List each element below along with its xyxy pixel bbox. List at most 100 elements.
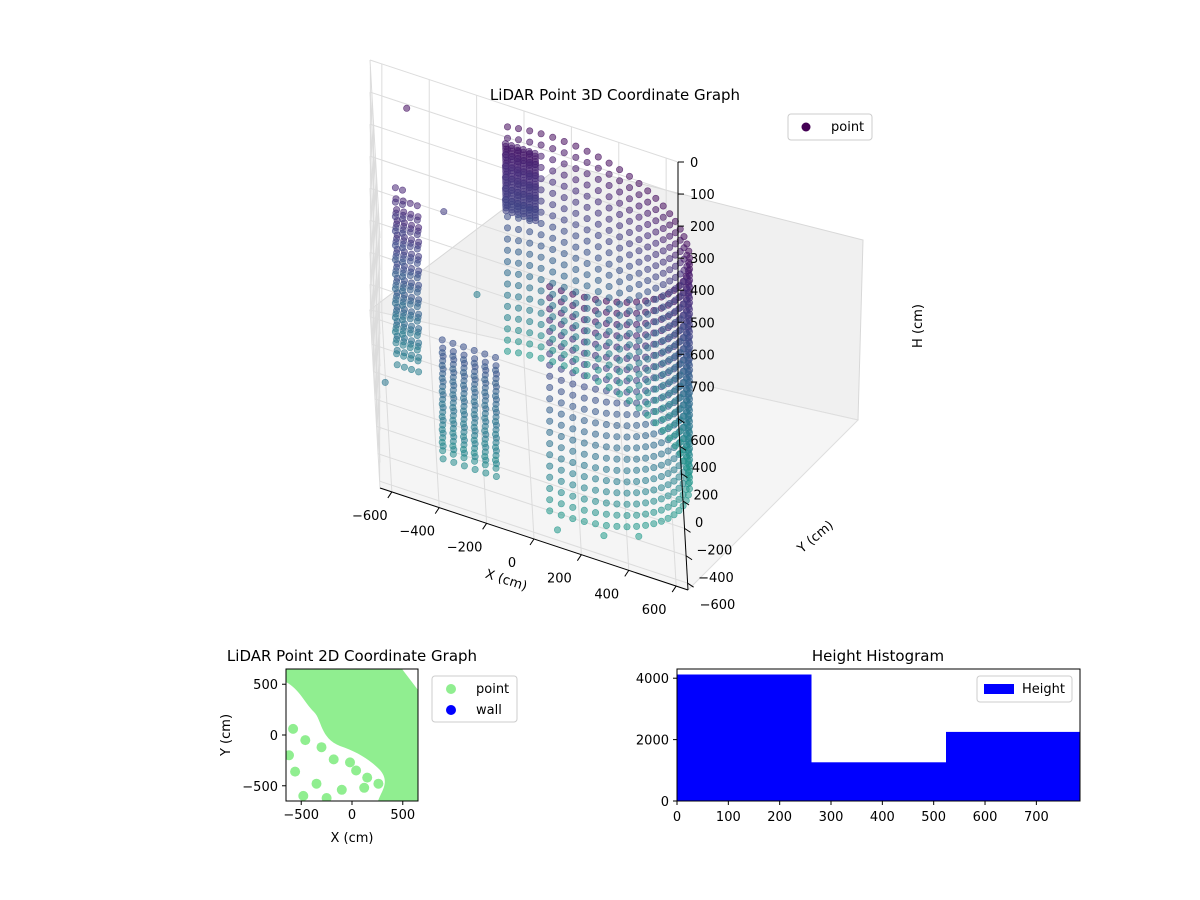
- point-3d: [625, 352, 633, 360]
- point-3d: [675, 495, 683, 503]
- point-3d: [652, 307, 660, 315]
- point-3d: [644, 198, 652, 206]
- point-3d: [560, 216, 568, 224]
- point-3d: [557, 410, 565, 418]
- point-3d: [580, 428, 588, 436]
- point-3d: [642, 465, 650, 473]
- point-3d: [602, 398, 610, 406]
- point-3d: [572, 209, 580, 217]
- point-3d: [652, 295, 660, 303]
- point-3d: [583, 372, 591, 380]
- point-3d: [666, 400, 674, 408]
- point-3d: [503, 347, 511, 355]
- point-3d: [549, 346, 557, 354]
- point-3d: [526, 250, 534, 258]
- point-3d: [666, 232, 674, 240]
- point-3d: [613, 511, 621, 519]
- point-3d: [664, 503, 672, 511]
- point-3d: [398, 244, 406, 252]
- point-3d: [473, 290, 481, 298]
- point-3d: [391, 270, 399, 278]
- chart-3d-title: LiDAR Point 3D Coordinate Graph: [490, 86, 740, 104]
- point-3d: [398, 301, 406, 309]
- point-3d: [569, 391, 577, 399]
- point-3d: [591, 396, 599, 404]
- point-3d: [633, 410, 641, 418]
- point-3d: [605, 327, 613, 335]
- point-3d: [676, 405, 684, 413]
- point-3d: [537, 354, 545, 362]
- point-3d: [591, 464, 599, 472]
- point-3d: [537, 253, 545, 261]
- point-3d: [557, 466, 565, 474]
- point-3d: [583, 259, 591, 267]
- point-3d: [407, 355, 415, 363]
- point-3d: [616, 289, 624, 297]
- point-3d: [613, 478, 621, 486]
- point-3d: [633, 500, 641, 508]
- point-3d: [616, 345, 624, 353]
- point-3d: [514, 125, 522, 133]
- point-3d: [481, 401, 489, 409]
- point-3d: [492, 472, 500, 480]
- point-3d: [526, 273, 534, 281]
- point-3d: [644, 265, 652, 273]
- points-3d: [381, 104, 694, 540]
- point-3d: [605, 226, 613, 234]
- point-3d: [600, 532, 608, 540]
- point-3d: [391, 328, 399, 336]
- tick-mark-y: [682, 500, 690, 506]
- point-3d: [633, 455, 641, 463]
- point-3d: [652, 273, 660, 281]
- point-3d: [676, 304, 684, 312]
- tick-label-z: 400: [690, 284, 715, 299]
- point-3d: [413, 216, 421, 224]
- point-3d: [625, 195, 633, 203]
- point-3d: [460, 462, 468, 470]
- point-3d: [583, 248, 591, 256]
- point-3d: [514, 270, 522, 278]
- grid-line-z: [369, 59, 679, 163]
- point-3d: [635, 314, 643, 322]
- point-3d: [666, 210, 674, 218]
- grid-line-z-side: [369, 124, 381, 303]
- point-3d: [635, 180, 643, 188]
- point-3d: [635, 370, 643, 378]
- point-3d: [594, 276, 602, 284]
- point-3d: [549, 145, 557, 153]
- point-3d: [398, 330, 406, 338]
- point-3d: [572, 221, 580, 229]
- point-3d: [625, 329, 633, 337]
- point-3d: [413, 202, 421, 210]
- point-3d: [605, 316, 613, 324]
- point-3d: [666, 412, 674, 420]
- point-3d: [398, 273, 406, 281]
- point-3d: [644, 355, 652, 363]
- tick-label-x-hist: 600: [973, 810, 998, 825]
- point-3d: [605, 350, 613, 358]
- point-3d: [652, 329, 660, 337]
- point-3d: [635, 359, 643, 367]
- point-3d: [666, 356, 674, 364]
- tick-mark-y: [685, 555, 693, 561]
- point-3d: [659, 348, 667, 356]
- point-3d: [644, 333, 652, 341]
- point-3d: [491, 379, 499, 387]
- point-3d: [616, 323, 624, 331]
- point-3d: [602, 510, 610, 518]
- y-axis-label-3d: Y (cm): [794, 518, 837, 557]
- point-3d: [633, 522, 641, 530]
- tick-mark-y: [679, 445, 687, 451]
- point-3d: [676, 292, 684, 300]
- point-3d: [671, 285, 679, 293]
- point-3d: [602, 409, 610, 417]
- point-3d: [635, 258, 643, 266]
- point-3d: [594, 254, 602, 262]
- y-axis-label-2d: Y (cm): [219, 714, 234, 757]
- tick-label-z: 300: [690, 252, 715, 267]
- point-3d: [491, 430, 499, 438]
- point-3d: [546, 428, 554, 436]
- point-3d: [572, 333, 580, 341]
- point-3d: [513, 144, 521, 152]
- point-3d: [602, 477, 610, 485]
